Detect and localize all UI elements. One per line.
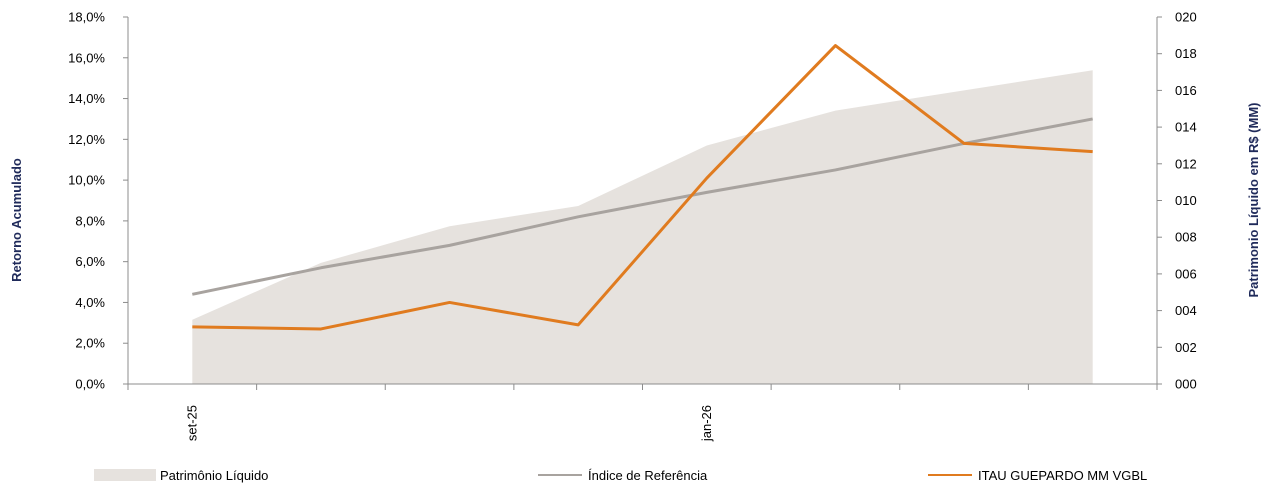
left-tick-label: 8,0% (75, 213, 105, 228)
chart: 0,0% 2,0% 4,0% 6,0% 8,0% 10,0% 12,0% 14,0% 16,0%… (9, 10, 1261, 443)
left-tick-label: 10,0% (68, 173, 105, 188)
left-tick-label: 12,0% (68, 132, 105, 147)
line-series-2 (192, 44, 1093, 331)
right-tick-label: 002 (1175, 340, 1197, 355)
right-axis-title: Patrimonio Líquido em R$ (MM) (1246, 103, 1261, 298)
indice-referencia-swatch (538, 474, 582, 476)
legend-label-indice-referencia: Índice de Referência (588, 467, 708, 483)
right-tick-label: 004 (1175, 303, 1197, 318)
patrimonio-liquido-swatch (94, 469, 156, 481)
right-tick-label: 000 (1175, 377, 1197, 392)
tick-labels: 0,0% 2,0% 4,0% 6,0% 8,0% 10,0% 12,0% 14,0% 16,0%… (68, 10, 1197, 443)
right-tick-label: 020 (1175, 10, 1197, 25)
x-tick-label: jan-26 (699, 405, 714, 442)
left-tick-label: 4,0% (75, 295, 105, 310)
left-axis-title: Retorno Acumulado (9, 158, 24, 282)
right-tick-label: 012 (1175, 156, 1197, 171)
legend-label-patrimonio-liquido: Patrimônio Líquido (160, 467, 269, 483)
right-tick-label: 014 (1175, 120, 1197, 135)
legend-item-patrimonio-liquido: Patrimônio Líquido (94, 466, 268, 484)
line-series-1 (192, 117, 1093, 296)
left-tick-label: 14,0% (68, 91, 105, 106)
legend-item-itau-guepardo: ITAU GUEPARDO MM VGBL (928, 466, 1147, 484)
itau-guepardo-swatch (928, 474, 972, 476)
left-tick-label: 0,0% (75, 377, 105, 392)
chart-axes (123, 16, 1162, 390)
left-tick-label: 6,0% (75, 254, 105, 269)
right-tick-label: 008 (1175, 230, 1197, 245)
left-tick-label: 18,0% (68, 10, 105, 25)
line-series-layer (192, 44, 1093, 331)
right-tick-label: 006 (1175, 266, 1197, 281)
left-tick-label: 2,0% (75, 336, 105, 351)
area-series-0 (192, 70, 1093, 384)
x-tick-label: set-25 (184, 405, 199, 441)
right-tick-label: 010 (1175, 193, 1197, 208)
left-tick-label: 16,0% (68, 50, 105, 65)
legend-item-indice-referencia: Índice de Referência (538, 466, 707, 484)
right-tick-label: 018 (1175, 46, 1197, 61)
patrimonio-liquido-area-series (192, 70, 1093, 384)
right-tick-label: 016 (1175, 83, 1197, 98)
legend-label-itau-guepardo: ITAU GUEPARDO MM VGBL (978, 467, 1148, 483)
